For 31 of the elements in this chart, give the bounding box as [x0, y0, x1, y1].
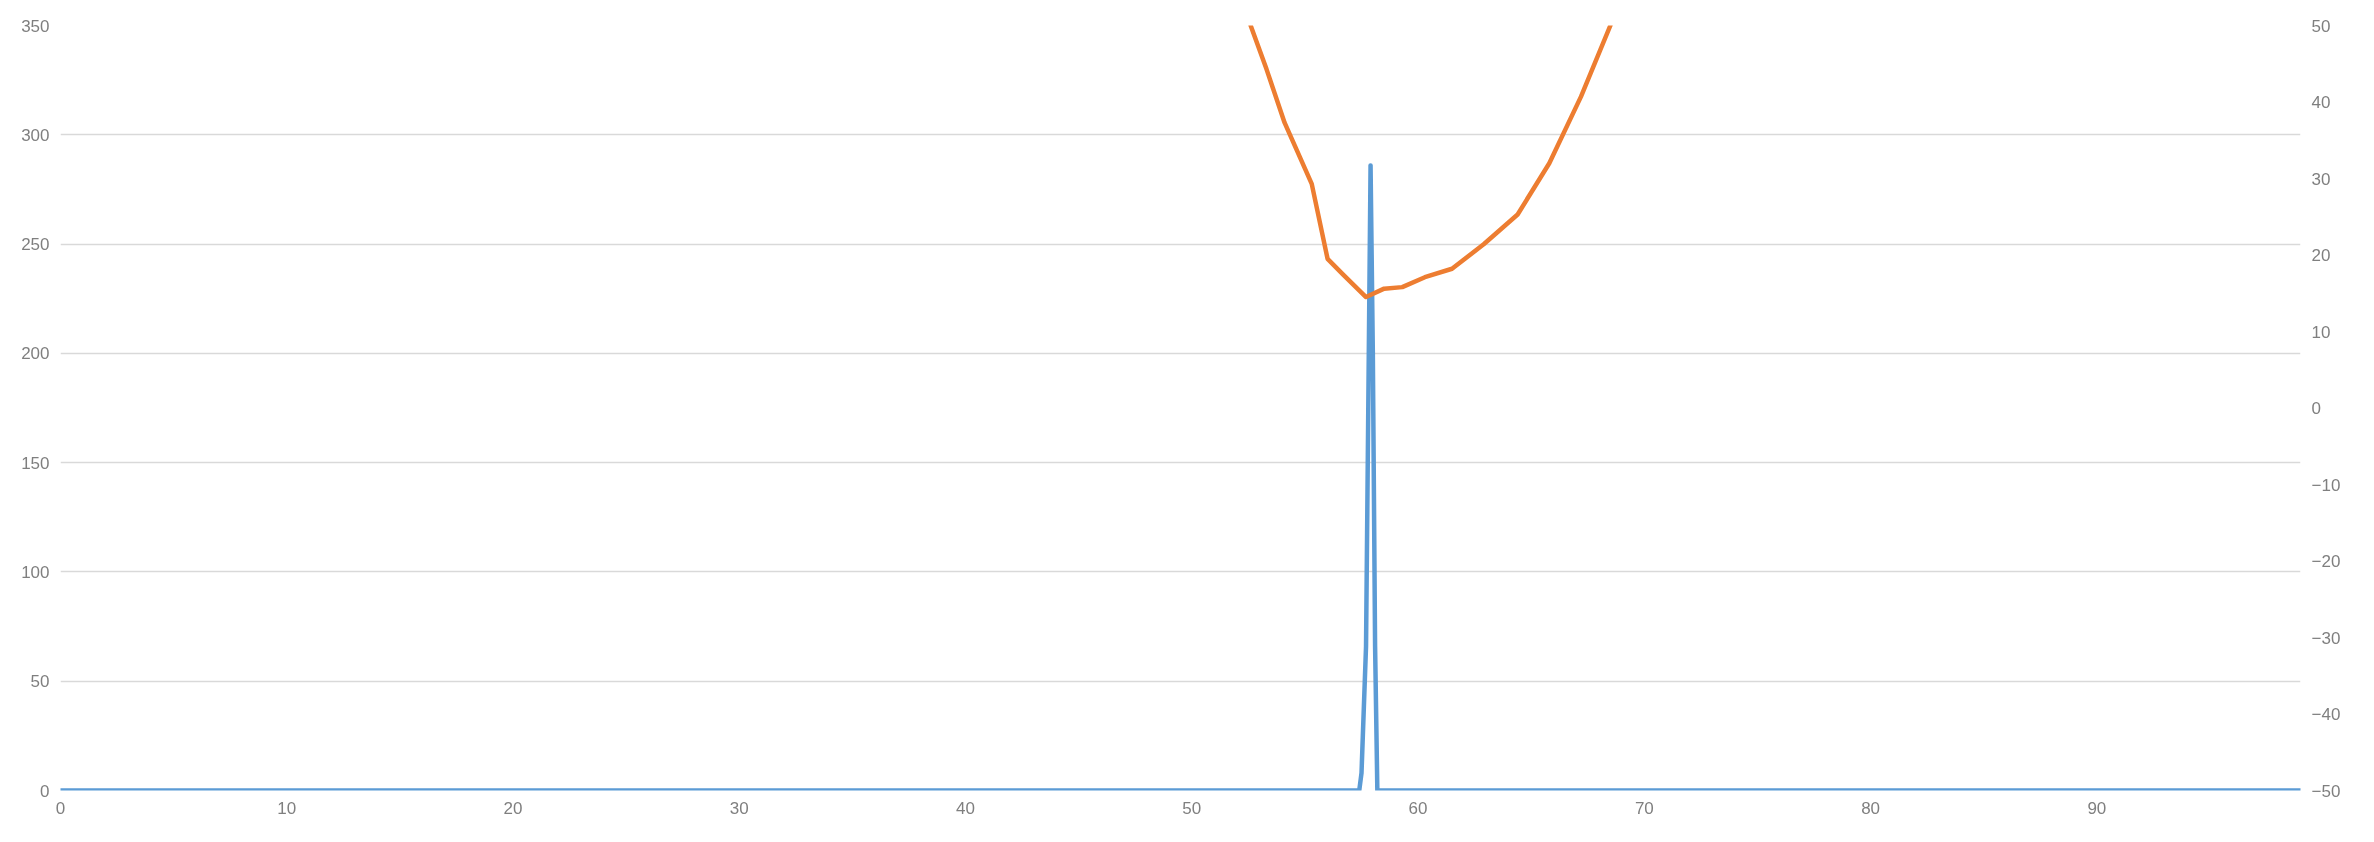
y-tick-label: 350	[21, 16, 50, 36]
y2-tick-label: −30	[2311, 628, 2341, 648]
x-tick-label: 70	[1634, 798, 1654, 818]
y2-tick-label: −20	[2311, 552, 2341, 571]
y-tick-label: 50	[30, 672, 50, 692]
x-tick-label: 80	[1861, 798, 1881, 818]
y-tick-label: 100	[21, 562, 50, 582]
x-tick-label: 60	[1408, 798, 1428, 818]
y2-tick-label: 20	[2311, 246, 2331, 265]
line-series	[1248, 25, 1613, 300]
x-tick-label: 40	[956, 798, 976, 818]
y-tick-label: 300	[21, 125, 50, 145]
y2-tick-label: 50	[2311, 16, 2331, 36]
x-tick-label: 0	[55, 798, 66, 818]
x-tick-label: 90	[2087, 798, 2107, 818]
y-tick-label: 150	[21, 453, 50, 473]
y-tick-label: 0	[40, 781, 50, 801]
y-tick-label: 250	[21, 235, 50, 255]
x-tick-label: 10	[277, 798, 297, 818]
y2-tick-label: −10	[2311, 475, 2341, 495]
y-tick-label: 200	[21, 344, 50, 364]
x-tick-label: 50	[1182, 798, 1202, 818]
line-series	[60, 163, 2301, 791]
y2-tick-label: 30	[2311, 169, 2331, 189]
x-tick-label: 30	[729, 798, 749, 818]
y2-tick-label: 0	[2311, 399, 2321, 418]
y2-tick-label: −40	[2311, 705, 2341, 724]
y2-tick-label: 10	[2311, 322, 2331, 342]
y2-tick-label: −50	[2311, 781, 2341, 801]
x-tick-label: 20	[503, 798, 523, 818]
y2-tick-label: 40	[2311, 93, 2331, 112]
